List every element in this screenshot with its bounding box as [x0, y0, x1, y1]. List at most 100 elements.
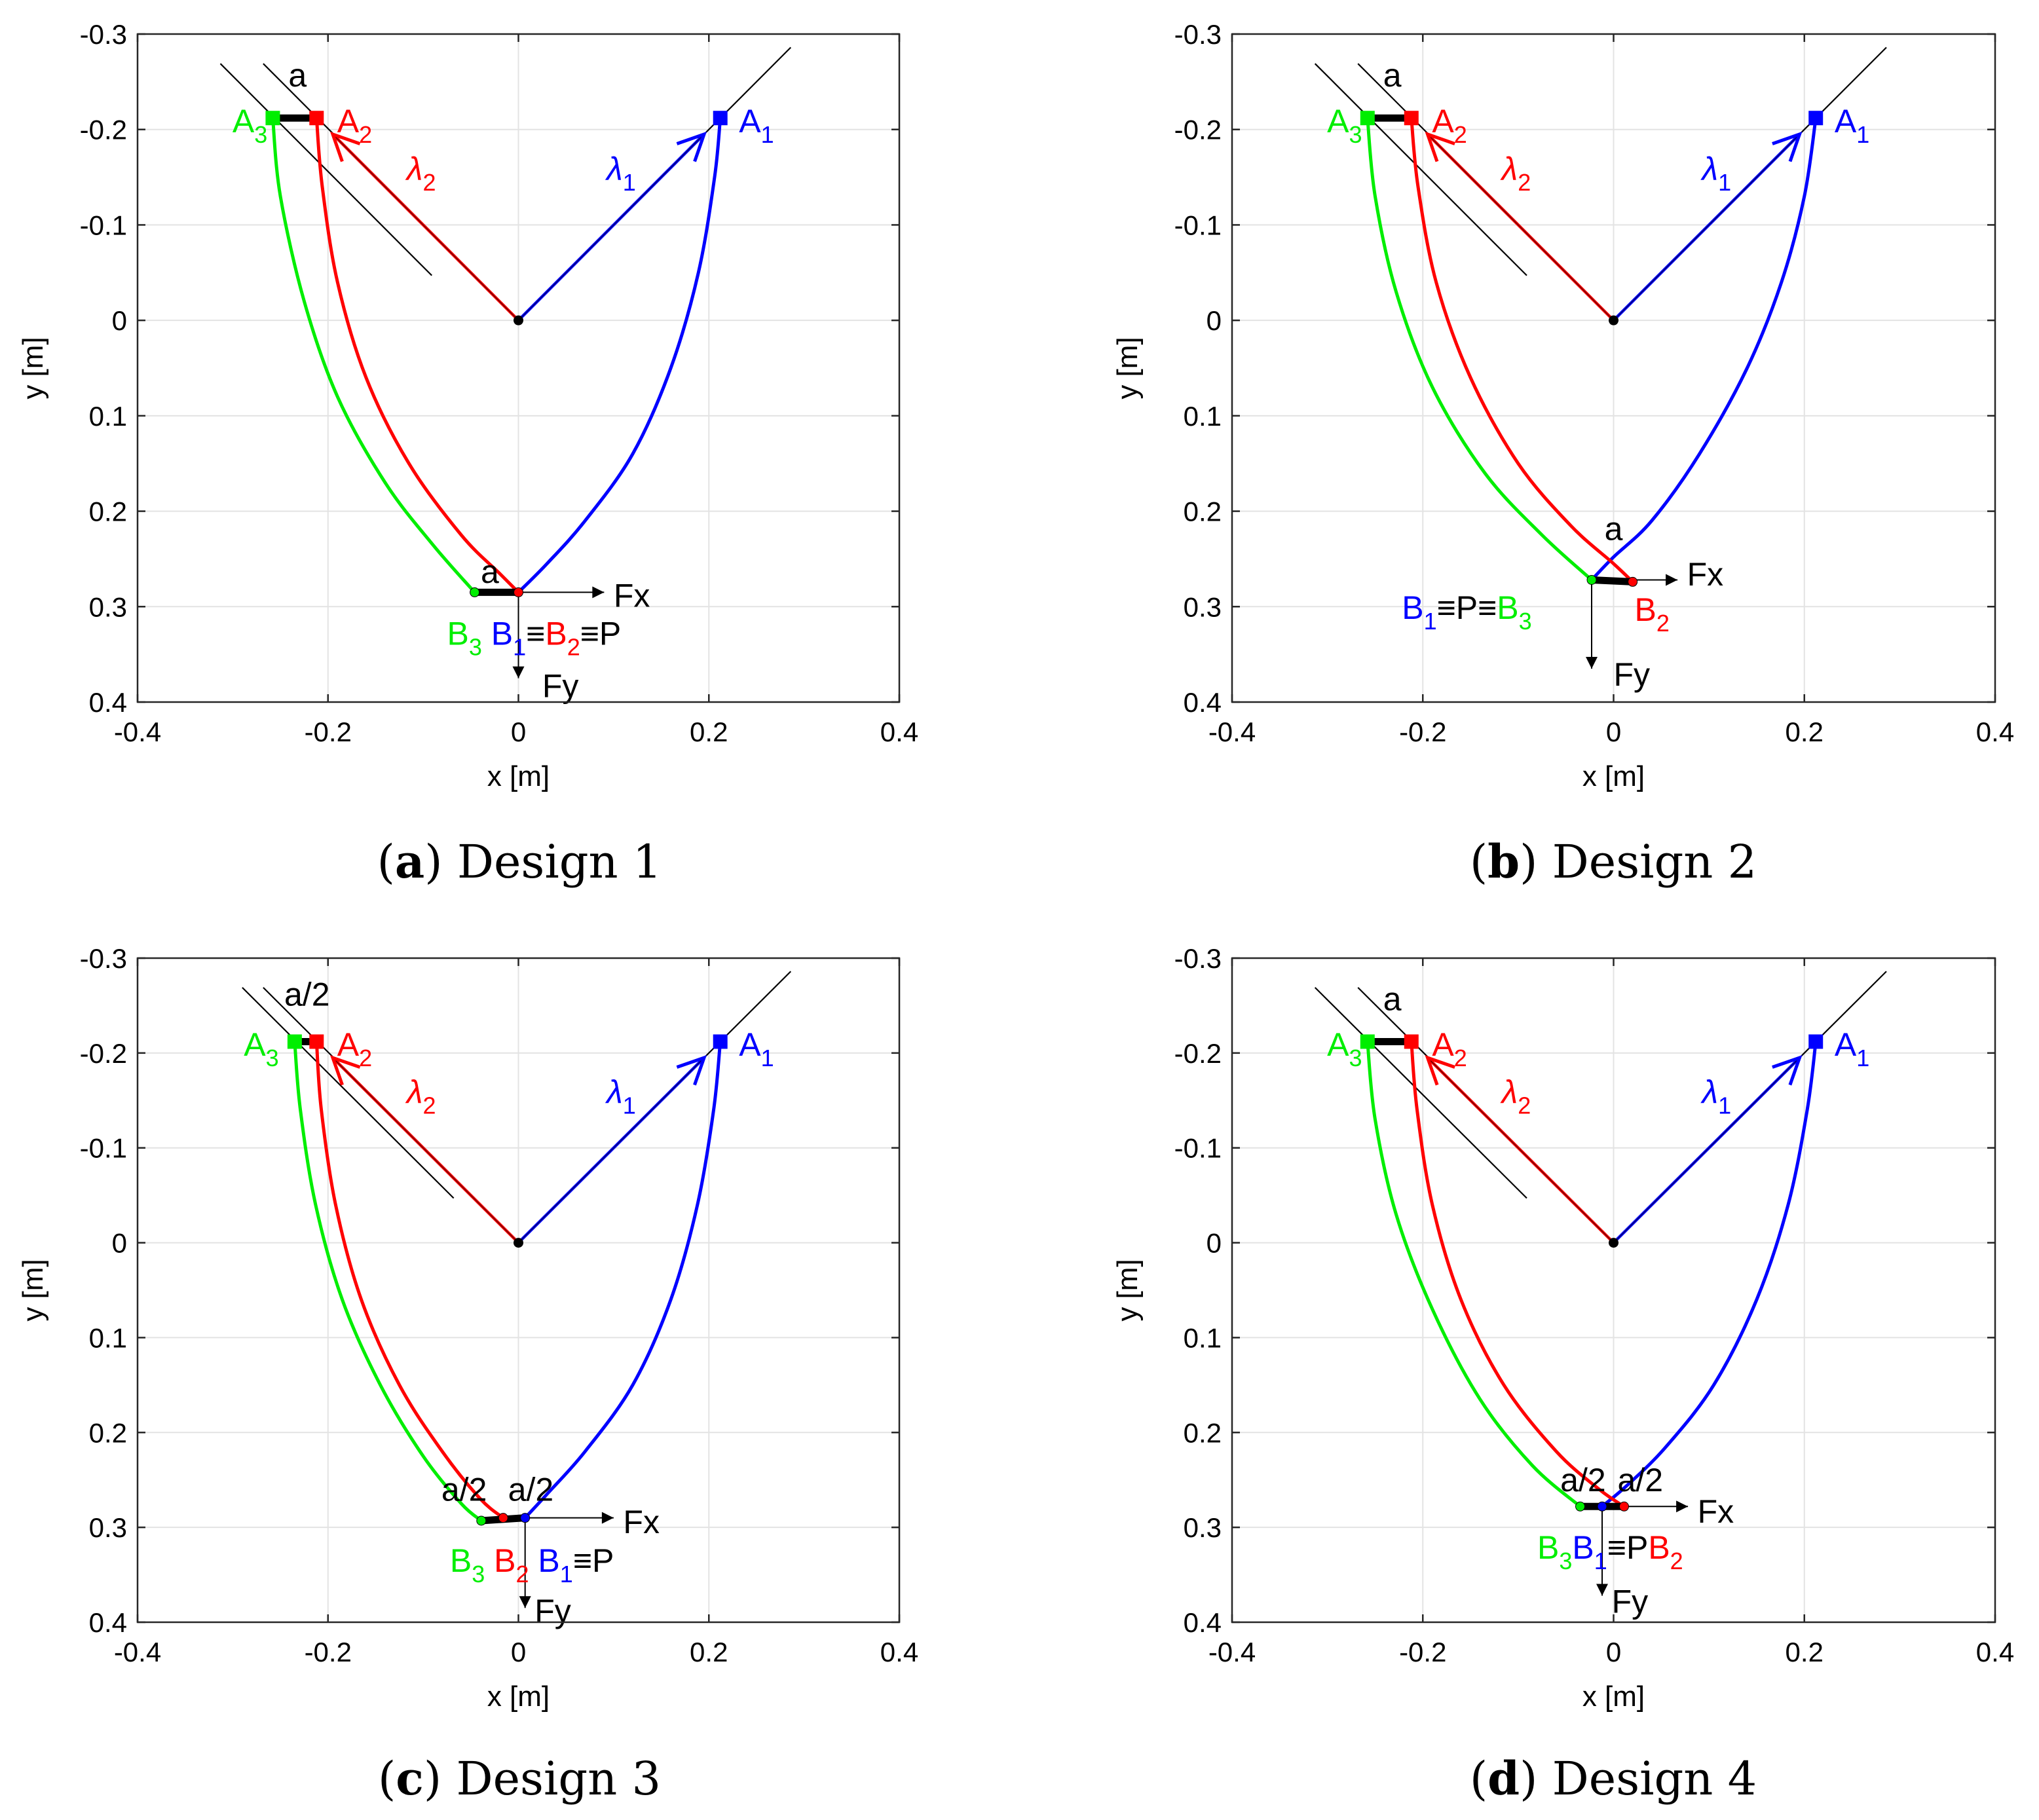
label-run: a/2 [508, 1472, 554, 1508]
x-tick-label: 0 [1606, 716, 1621, 747]
panel-2: -0.4 -0.2 0 0.2 0.4 -0.3 -0.2 -0.1 0 0.1 0.2 0.3 0.4… [1112, 19, 2014, 889]
red-curve [314, 118, 520, 594]
blue-arrow-head [1772, 1055, 1803, 1086]
label-run: B [494, 1542, 515, 1579]
point-label: a [1383, 57, 1402, 94]
y-tick-label: -0.1 [1174, 210, 1222, 240]
x-tick-label: -0.2 [1399, 716, 1446, 747]
caption-letter: c [396, 1751, 424, 1806]
caption-text: Design 4 [1552, 1752, 1757, 1806]
label-run: 1 [1594, 1548, 1607, 1574]
label-run: λ [405, 151, 423, 187]
y-tick-label: -0.3 [80, 19, 127, 50]
x-tick-label: 0.2 [1786, 1637, 1824, 1667]
x-tick-label: -0.4 [1208, 716, 1256, 747]
label-run: 3 [1559, 1548, 1572, 1574]
red-point-marker [1628, 576, 1638, 587]
point-label: Fx [614, 577, 650, 614]
x-tick-label: 0 [511, 716, 526, 747]
green-point-marker [1575, 1501, 1586, 1512]
x-tick-label: -0.2 [305, 716, 352, 747]
y-tick-label: -0.3 [1174, 19, 1222, 50]
label-run: 1 [513, 634, 526, 661]
y-axis-label: y [m] [17, 1259, 49, 1321]
label-run: 3 [266, 1045, 279, 1071]
blue-curve [1601, 1041, 1818, 1508]
panel-4: -0.4 -0.2 0 0.2 0.4 -0.3 -0.2 -0.1 0 0.1 0.2 0.3 0.4… [1112, 943, 2014, 1806]
label-run: λ [1500, 1074, 1518, 1111]
label-run: A [1327, 1026, 1349, 1063]
label-run: λ [605, 151, 623, 187]
label-run: A [233, 103, 255, 139]
ray-core [332, 134, 519, 321]
label-run: 2 [1454, 1045, 1467, 1071]
y-tick-label: 0.2 [89, 496, 127, 527]
red-anchor-marker [1404, 1034, 1419, 1049]
point-label: A1 [1835, 103, 1869, 148]
label-run: A [1432, 103, 1454, 139]
blue-anchor-marker [713, 111, 728, 126]
point-label: B3 B1≡B2≡P [447, 616, 621, 661]
label-run: 2 [1454, 121, 1467, 148]
y-tick-label: 0.1 [89, 1322, 127, 1353]
label-run: B [1648, 1529, 1670, 1566]
y-tick-label: 0.4 [1184, 687, 1222, 718]
label-run: Fy [534, 1593, 571, 1629]
point-label: a [481, 553, 499, 590]
panel-caption: (c) Design 3 [378, 1751, 661, 1806]
x-tick-label: -0.4 [1208, 1637, 1256, 1667]
point-label: a [288, 57, 307, 94]
y-axis-label: y [m] [17, 337, 49, 399]
guide-line [1314, 63, 1527, 276]
black-point-marker [514, 1238, 523, 1248]
label-run: A [1327, 103, 1349, 139]
label-run: a [1383, 981, 1402, 1018]
red-point-marker [498, 1513, 508, 1523]
caption-paren: ) [424, 1752, 457, 1806]
x-tick-label: 0.4 [880, 1637, 918, 1667]
label-run: A [1835, 1026, 1857, 1063]
point-label: B3B1≡PB2 [1537, 1529, 1683, 1574]
x-axis-label: x [m] [487, 760, 550, 792]
y-tick-label: -0.1 [80, 1133, 127, 1164]
panel-3: -0.4 -0.2 0 0.2 0.4 -0.3 -0.2 -0.1 0 0.1 0.2 0.3 0.4… [17, 943, 918, 1806]
y-tick-label: 0.4 [89, 687, 127, 718]
point-label: Fx [1687, 556, 1724, 593]
y-tick-label: -0.2 [1174, 1038, 1222, 1069]
point-label: Fx [1698, 1493, 1734, 1530]
label-run: 3 [469, 634, 482, 661]
label-run: 2 [423, 169, 436, 196]
y-tick-label: -0.2 [1174, 115, 1222, 145]
ray-core [517, 134, 705, 321]
black-point-marker [1609, 315, 1618, 325]
label-run: Fx [614, 577, 650, 614]
point-label: A3 [1327, 103, 1362, 148]
point-label: A1 [739, 1026, 774, 1071]
point-label: a/2 [1560, 1462, 1606, 1498]
caption-paren: ) [424, 835, 457, 889]
y-tick-label: 0 [112, 305, 127, 336]
plot-frame [136, 957, 901, 1624]
guide-line [242, 987, 455, 1199]
y-tick-label: 0.3 [1184, 1512, 1222, 1543]
point-label: a/2 [441, 1472, 487, 1508]
label-run: Fy [542, 668, 579, 705]
point-label: A2 [337, 103, 372, 148]
ray-core [517, 1057, 705, 1244]
blue-arrow-head [1772, 131, 1803, 162]
caption-paren: ) [1520, 835, 1552, 889]
label-run: ≡P [573, 1542, 614, 1579]
label-run: 1 [560, 1561, 573, 1588]
label-run: 3 [1519, 608, 1532, 635]
x-tick-label: -0.4 [114, 716, 161, 747]
point-label: A2 [337, 1026, 372, 1071]
ray-core [1613, 1057, 1800, 1244]
caption-letter: a [395, 834, 424, 889]
caption-paren: ) [1520, 1752, 1552, 1806]
x-tick-label: 0.2 [690, 1637, 728, 1667]
green-anchor-marker [265, 111, 280, 126]
y-tick-label: 0.2 [1184, 496, 1222, 527]
red-anchor-marker [309, 111, 324, 126]
blue-anchor-marker [713, 1034, 728, 1049]
label-run: Fy [1614, 656, 1651, 693]
